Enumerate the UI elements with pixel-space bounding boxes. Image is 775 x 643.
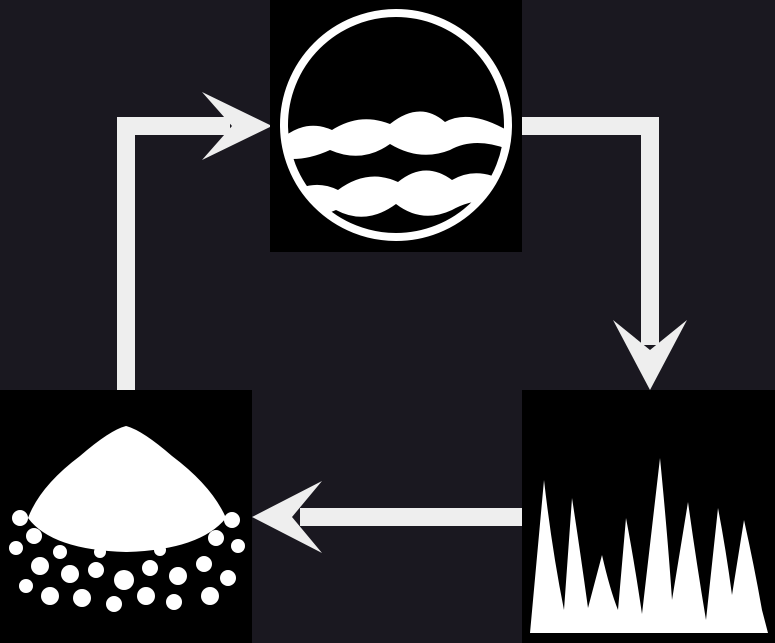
node-water — [270, 0, 522, 252]
arrow-salt-to-water — [117, 92, 272, 390]
water-waves-icon — [280, 9, 512, 241]
grass-icon — [530, 458, 768, 633]
node-salt — [0, 390, 252, 643]
node-grass — [522, 390, 775, 643]
arrow-grass-to-salt — [252, 481, 522, 553]
salt-pile-icon — [9, 426, 245, 612]
arrow-water-to-grass — [522, 117, 687, 390]
